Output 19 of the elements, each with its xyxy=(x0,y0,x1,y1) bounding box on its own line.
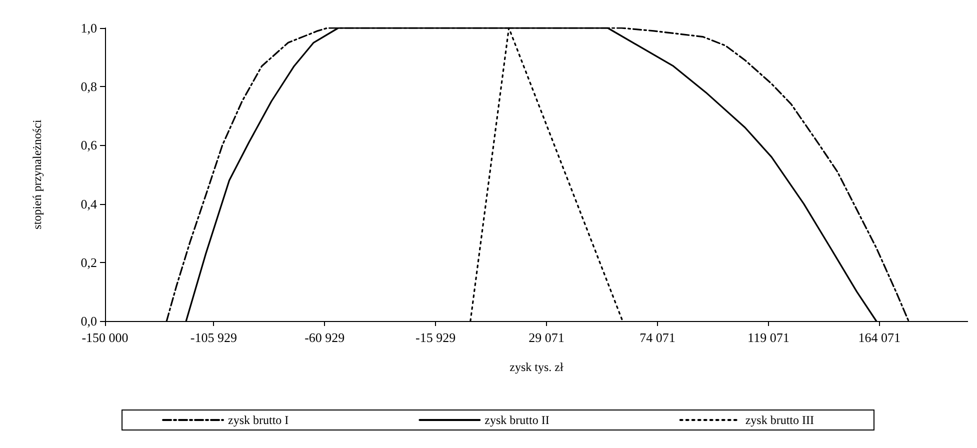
x-tick-label: -15 929 xyxy=(416,330,456,345)
x-tick-label: 164 071 xyxy=(858,330,901,345)
y-tick-label: 0,8 xyxy=(80,79,97,94)
x-tick-label: -150 000 xyxy=(82,330,128,345)
legend-label: zysk brutto II xyxy=(484,413,550,427)
y-tick-label: 0,0 xyxy=(80,314,97,328)
x-axis-title: zysk tys. zł xyxy=(510,360,564,374)
y-tick-label: 1,0 xyxy=(80,20,97,36)
x-tick-label: 119 071 xyxy=(748,330,790,345)
y-axis-title: stopień przynależności xyxy=(30,119,44,230)
y-tick-label: 0,4 xyxy=(80,196,98,212)
y-tick-label: 0,6 xyxy=(80,138,98,153)
x-tick-label: 74 071 xyxy=(640,330,676,345)
x-tick-label: 29 071 xyxy=(528,330,564,345)
y-tick-label: 0,2 xyxy=(80,254,97,270)
legend-label: zysk brutto III xyxy=(745,413,814,427)
legend-label: zysk brutto I xyxy=(228,413,289,427)
x-tick-label: -60 929 xyxy=(304,330,345,345)
x-tick-label: -105 929 xyxy=(190,330,237,345)
